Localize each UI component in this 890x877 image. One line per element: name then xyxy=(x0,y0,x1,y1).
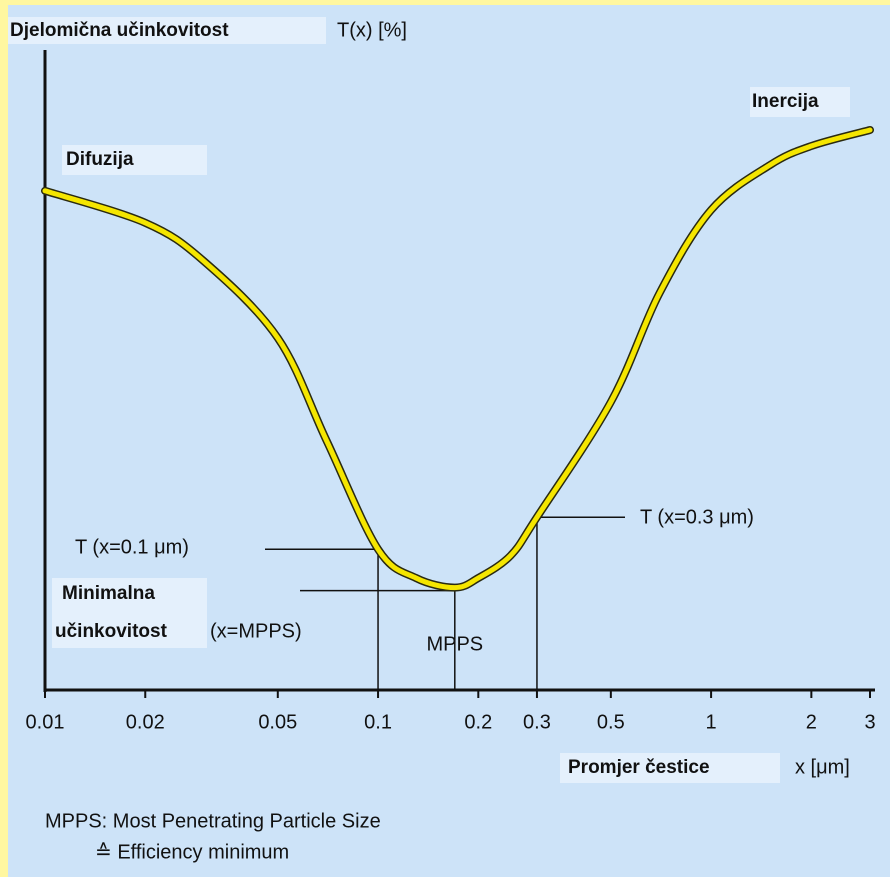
annotation: (x=MPPS) xyxy=(210,620,302,642)
label-box xyxy=(52,578,207,648)
annotation: T (x=0.1 μm) xyxy=(75,536,189,558)
border-left xyxy=(0,0,8,877)
x-tick-label: 0.5 xyxy=(597,711,625,733)
x-tick-label: 1 xyxy=(706,711,717,733)
x-tick-label: 2 xyxy=(806,711,817,733)
x-tick-label: 3 xyxy=(864,711,875,733)
x-tick-label: 0.2 xyxy=(464,711,492,733)
x-tick-label: 0.02 xyxy=(126,711,165,733)
label-box xyxy=(8,17,326,44)
x-tick-label: 0.3 xyxy=(523,711,551,733)
y-axis-label: T(x) [%] xyxy=(337,19,407,41)
x-axis-label: Promjer čestice xyxy=(568,757,710,778)
annotation: T (x=0.3 μm) xyxy=(640,506,754,528)
region-label: Difuzija xyxy=(66,149,134,170)
curve xyxy=(42,127,873,591)
border-top xyxy=(0,0,890,5)
label-box xyxy=(750,87,850,117)
min-label: Minimalna xyxy=(62,583,155,604)
region-label: Inercija xyxy=(752,91,819,112)
label-box xyxy=(62,145,207,175)
min-label: učinkovitost xyxy=(55,621,168,642)
x-tick-label: 0.1 xyxy=(364,711,392,733)
footnote: ≙ Efficiency minimum xyxy=(95,841,289,863)
annotation: MPPS xyxy=(426,633,483,655)
label-box xyxy=(560,753,780,783)
footnote: MPPS: Most Penetrating Particle Size xyxy=(45,810,381,832)
x-axis-unit: x [μm] xyxy=(795,756,850,778)
title: Djelomična učinkovitost xyxy=(10,20,229,41)
x-tick-label: 0.01 xyxy=(26,711,65,733)
x-tick-label: 0.05 xyxy=(258,711,297,733)
